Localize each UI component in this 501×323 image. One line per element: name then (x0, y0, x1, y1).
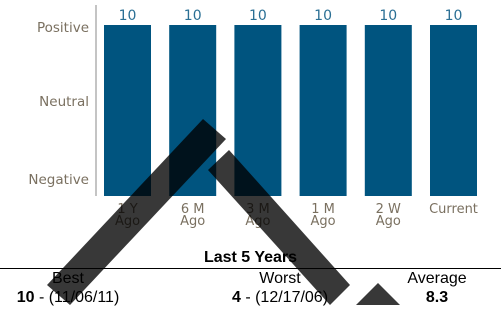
x-tick-label: 2 W (376, 202, 401, 217)
best-label: Best (51, 270, 84, 287)
bar (364, 25, 412, 196)
y-tick-label: Neutral (39, 94, 89, 110)
y-tick-label: Negative (28, 172, 89, 188)
x-tick-label: Ago (245, 214, 270, 229)
summary-divider (0, 268, 501, 269)
data-label: 10 (249, 8, 267, 24)
data-label: 10 (184, 8, 202, 24)
best-value: 10 (16, 289, 35, 306)
bar (104, 25, 151, 196)
data-label: 10 (119, 8, 137, 24)
x-tick-label: Ago (376, 214, 401, 229)
worst-date: - (12/17/06) (240, 289, 329, 306)
worst-value-line: 4 - (12/17/06) (200, 288, 360, 308)
best-date: - (11/06/11) (34, 289, 120, 306)
worst-value: 4 (231, 289, 241, 306)
average-value: 8.3 (425, 289, 449, 306)
summary-title: Last 5 Years (203, 249, 298, 266)
bar (234, 25, 282, 196)
average-value-line: 8.3 (357, 288, 501, 308)
average-stat: Average 8.3 (357, 270, 501, 308)
average-label: Average (407, 270, 467, 287)
data-label: 10 (445, 8, 463, 24)
x-tick-label: Ago (311, 214, 336, 229)
x-tick-label: Ago (115, 214, 140, 229)
bar (169, 25, 217, 196)
worst-label: Worst (259, 270, 301, 287)
x-tick-label: Ago (180, 214, 205, 229)
bar-group (104, 25, 477, 196)
best-value-line: 10 - (11/06/11) (0, 288, 148, 308)
x-tick-label: Current (429, 202, 478, 217)
data-label: 10 (314, 8, 332, 24)
best-stat: Best 10 - (11/06/11) (0, 270, 148, 308)
data-label: 10 (379, 8, 397, 24)
y-tick-label: Positive (37, 20, 89, 36)
bar (299, 25, 347, 196)
summary-panel: Last 5 Years Best 10 - (11/06/11) Worst … (0, 247, 501, 306)
worst-stat: Worst 4 - (12/17/06) (200, 270, 360, 308)
bar (430, 25, 477, 196)
